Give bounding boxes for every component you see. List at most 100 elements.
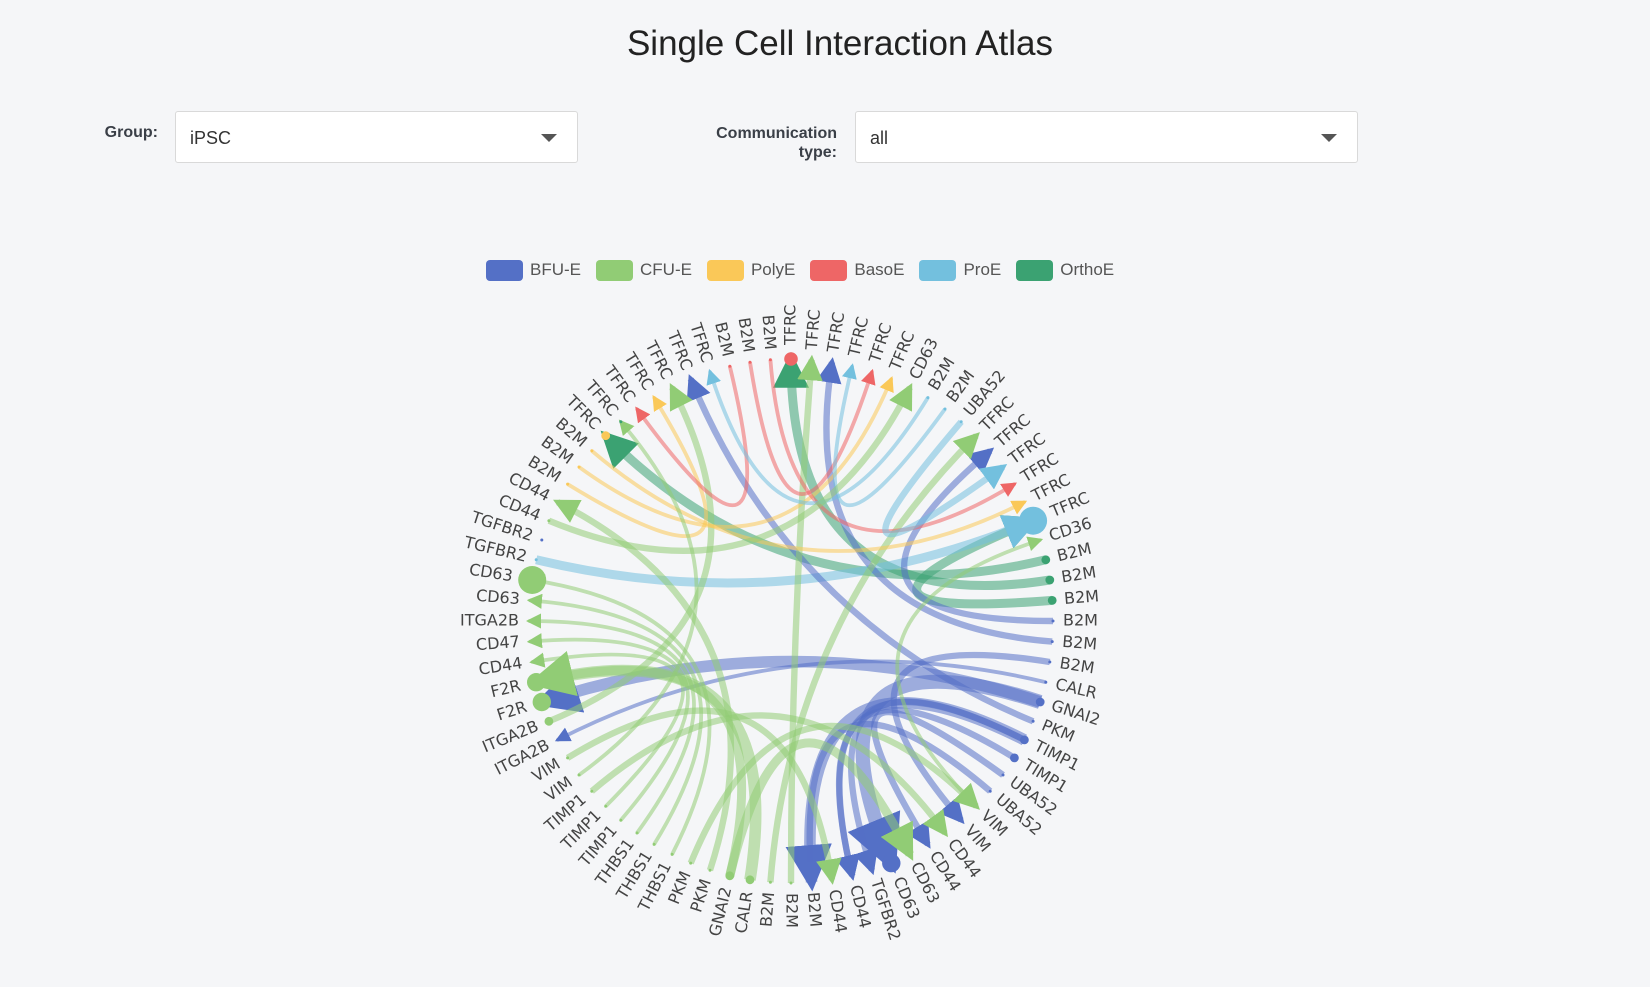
communication-type-select[interactable]: all (855, 111, 1358, 163)
chord-link[interactable] (566, 395, 708, 538)
chord-link[interactable] (832, 363, 947, 508)
chord-node[interactable] (528, 598, 532, 602)
chord-link[interactable] (706, 368, 930, 506)
chord-node[interactable] (670, 852, 674, 856)
chord-node[interactable] (926, 842, 930, 846)
chord-link[interactable] (787, 354, 823, 884)
chord-node[interactable] (619, 420, 623, 424)
chord-node[interactable] (1001, 465, 1005, 469)
chord-node[interactable] (908, 386, 912, 390)
chord-link[interactable] (547, 383, 913, 554)
legend-item-cfu-e[interactable]: CFU-E (596, 259, 692, 281)
chord-node[interactable] (689, 377, 693, 381)
chord-link[interactable] (900, 447, 1054, 625)
chord-node[interactable] (1044, 680, 1048, 684)
legend-item-orthoe[interactable]: OrthoE (1016, 259, 1114, 281)
chord-node[interactable] (1019, 506, 1048, 535)
chord-link[interactable] (529, 657, 747, 877)
chord-node[interactable] (527, 673, 546, 692)
chord-node[interactable] (1047, 596, 1057, 605)
chord-node[interactable] (768, 358, 772, 362)
chord-node[interactable] (789, 881, 793, 885)
chord-node[interactable] (908, 852, 912, 856)
chord-node[interactable] (577, 465, 581, 469)
chord-node[interactable] (870, 868, 874, 872)
chord-link[interactable] (529, 574, 712, 856)
chord-node[interactable] (882, 853, 901, 873)
group-select[interactable]: iPSC (175, 111, 578, 163)
chord-link[interactable] (529, 652, 685, 808)
chord-link[interactable] (535, 515, 1040, 588)
chord-node[interactable] (540, 538, 544, 542)
chord-node[interactable] (1035, 697, 1045, 707)
chord-node[interactable] (530, 660, 534, 664)
chord-node[interactable] (988, 789, 992, 793)
chord-node[interactable] (1020, 735, 1029, 745)
chord-node[interactable] (850, 364, 854, 368)
chord-link[interactable] (768, 359, 1017, 534)
chord-node[interactable] (830, 878, 834, 882)
chord-node[interactable] (830, 360, 834, 364)
chord-link[interactable] (895, 536, 1044, 808)
chord-link[interactable] (767, 432, 980, 883)
chord-node[interactable] (544, 716, 554, 726)
chord-node[interactable] (635, 831, 639, 835)
chord-link[interactable] (547, 383, 715, 725)
chord-node[interactable] (810, 880, 814, 884)
chord-node[interactable] (959, 420, 963, 424)
chord-node[interactable] (532, 692, 551, 712)
chord-link[interactable] (725, 738, 914, 877)
chord-node[interactable] (635, 407, 639, 411)
chord-node[interactable] (527, 619, 531, 623)
chord-node[interactable] (1010, 753, 1019, 763)
chord-node[interactable] (768, 880, 772, 884)
legend-item-proe[interactable]: ProE (919, 259, 1001, 281)
chord-link[interactable] (600, 430, 1047, 580)
chord-link[interactable] (525, 613, 696, 835)
chord-link[interactable] (589, 712, 949, 838)
chord-node[interactable] (943, 407, 947, 411)
chord-node[interactable] (850, 874, 854, 878)
chord-node[interactable] (566, 756, 570, 760)
chord-node[interactable] (926, 396, 930, 400)
legend-item-basoe[interactable]: BasoE (810, 259, 904, 281)
chord-node[interactable] (1022, 500, 1026, 504)
chord-node[interactable] (1001, 773, 1005, 777)
chord-node[interactable] (518, 566, 547, 594)
chord-link[interactable] (834, 698, 1026, 881)
chord-node[interactable] (745, 875, 755, 885)
chord-node[interactable] (577, 773, 581, 777)
chord-node[interactable] (604, 804, 608, 808)
chord-link[interactable] (686, 374, 1035, 725)
chord-link[interactable] (565, 707, 842, 885)
chord-node[interactable] (988, 449, 992, 453)
chord-node[interactable] (689, 861, 693, 865)
chord-link[interactable] (871, 708, 1005, 849)
chord-link[interactable] (526, 593, 704, 846)
chord-node[interactable] (652, 396, 656, 400)
chord-node[interactable] (601, 431, 611, 441)
chord-link[interactable] (816, 357, 1053, 645)
chord-node[interactable] (547, 519, 551, 523)
chord-node[interactable] (1048, 660, 1052, 664)
chord-link[interactable] (532, 655, 1042, 713)
chord-node[interactable] (528, 640, 532, 644)
chord-link[interactable] (553, 499, 734, 872)
chord-node[interactable] (652, 842, 656, 846)
chord-node[interactable] (959, 818, 963, 822)
legend-item-bfu-e[interactable]: BFU-E (486, 259, 581, 281)
chord-node[interactable] (590, 449, 594, 453)
chord-node[interactable] (974, 434, 978, 438)
chord-node[interactable] (590, 789, 594, 793)
chord-node[interactable] (870, 370, 874, 374)
chord-node[interactable] (1045, 575, 1055, 585)
chord-node[interactable] (1031, 719, 1035, 723)
chord-node[interactable] (556, 500, 560, 504)
chord-link[interactable] (577, 419, 699, 777)
chord-node[interactable] (943, 831, 947, 835)
chord-link[interactable] (526, 633, 690, 822)
chord-node[interactable] (708, 868, 712, 872)
chord-node[interactable] (534, 558, 538, 562)
chord-node[interactable] (784, 352, 798, 366)
chord-node[interactable] (974, 804, 978, 808)
